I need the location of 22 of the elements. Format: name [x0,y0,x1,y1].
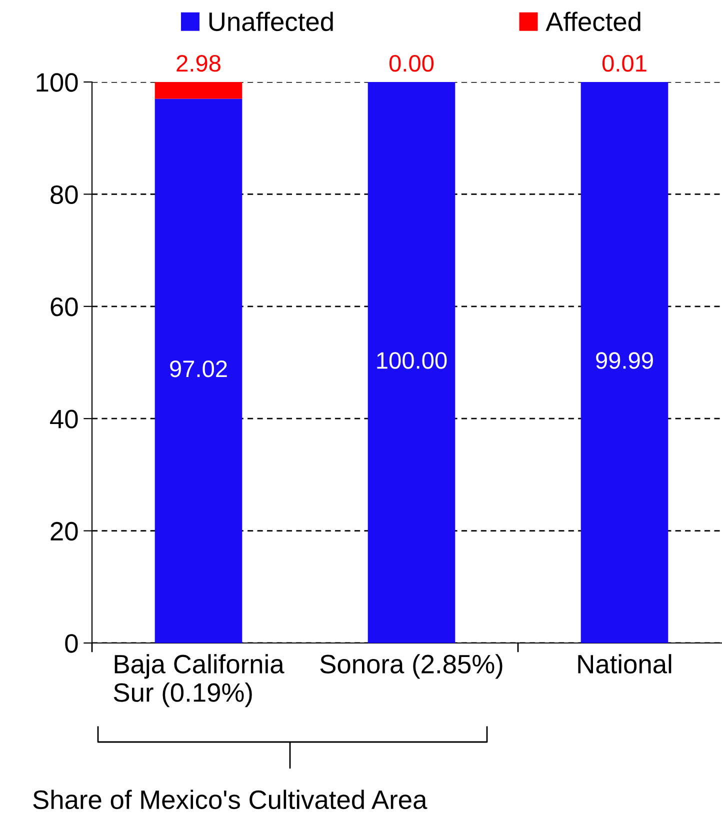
bar [368,82,456,643]
x-tick-label: National [578,654,672,674]
y-tick-label: 0 [65,634,78,653]
data-label: 0.00 [389,55,434,72]
data-label: 97.02 [170,360,227,378]
legend-label: Unaffected [209,12,333,32]
data-label: 100.00 [377,352,447,369]
data-label: 99.99 [596,352,653,369]
bar [154,82,242,99]
y-tick-label: 60 [50,298,78,316]
bar [154,98,242,643]
data-label: 0.01 [602,55,646,72]
text: Share of Mexico's Cultivated Area [33,790,428,810]
y-tick-label: 20 [50,522,78,541]
legend-label: Affected [546,12,640,32]
x-tick-label: Sonora (2.85%) [320,654,502,679]
y-tick-label: 40 [50,410,78,428]
y-tick-label: 80 [50,185,78,204]
data-label: 2.98 [176,55,220,72]
y-tick-label: 100 [36,73,78,92]
bar [580,82,668,643]
x-tick-label: Baja California Sur (0.19%) [114,654,284,708]
